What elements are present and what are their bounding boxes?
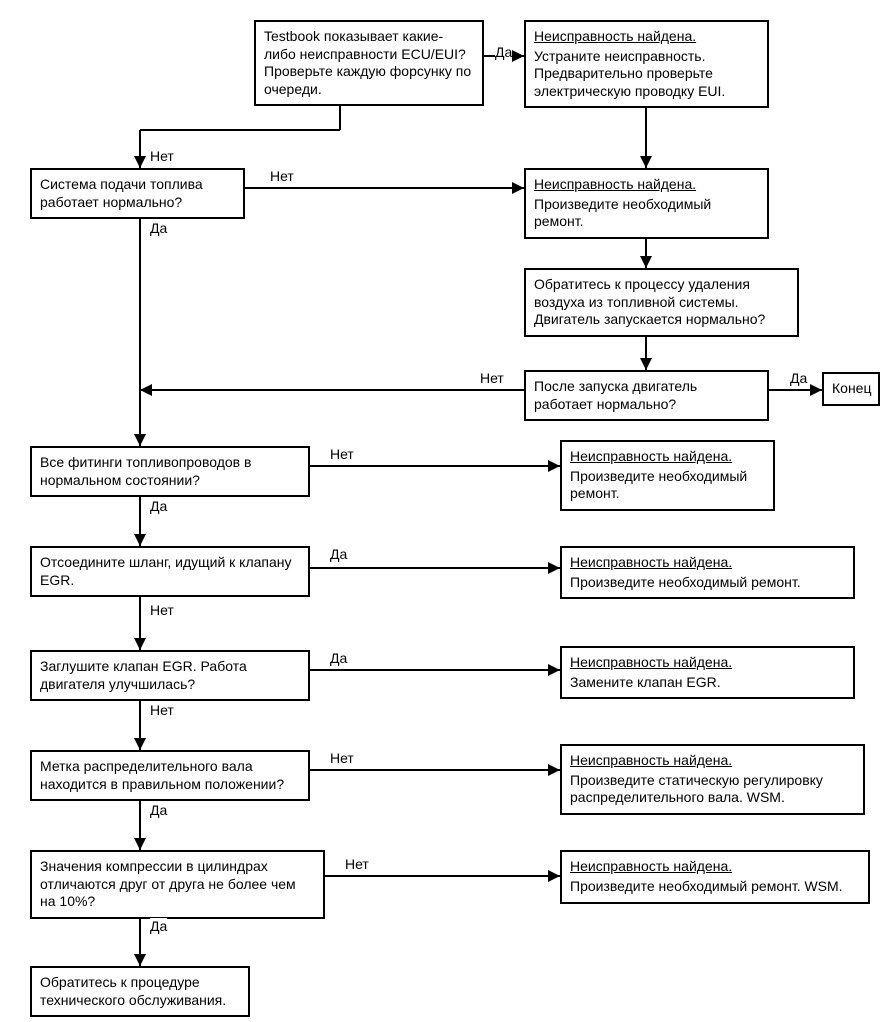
node-n17: Неисправность найдена. Произведите необхо… (560, 850, 870, 904)
edge-label: Да (330, 546, 347, 562)
edge-label: Нет (150, 602, 174, 618)
node-text: Устраните неисправность. Предварительно … (534, 48, 725, 99)
node-n6: После запуска двигатель работает нормаль… (524, 370, 769, 421)
edge-label: Да (150, 498, 167, 514)
edge-label: Да (790, 370, 807, 386)
edge-label: Да (330, 650, 347, 666)
node-n14: Метка распределительного вала находится … (30, 750, 310, 801)
node-text: Произведите необходимый ремонт. (570, 468, 747, 502)
node-text: Отсоедините шланг, идущий к клапану EGR. (40, 554, 292, 588)
node-text: Обратитесь к процедуре технического обсл… (40, 974, 226, 1008)
node-n16: Значения компрессии в цилиндрах отличают… (30, 850, 325, 919)
node-n12: Заглушите клапан EGR. Работа двигателя у… (30, 650, 310, 701)
node-text: Значения компрессии в цилиндрах отличают… (40, 858, 296, 909)
edge-label: Нет (330, 446, 354, 462)
edge-label: Нет (270, 168, 294, 184)
node-n18: Обратитесь к процедуре технического обсл… (30, 966, 250, 1017)
node-header: Неисправность найдена. (570, 554, 845, 572)
node-text: Замените клапан EGR. (570, 674, 721, 690)
node-n4: Неисправность найдена. Произведите необхо… (524, 168, 769, 239)
node-text: Система подачи топлива работает нормальн… (40, 176, 203, 210)
node-text: После запуска двигатель работает нормаль… (534, 378, 697, 412)
edge-label: Да (150, 802, 167, 818)
edge-label: Да (150, 220, 167, 236)
node-n5: Обратитесь к процессу удаления воздуха и… (524, 268, 799, 337)
edge-label: Да (495, 44, 512, 60)
node-n8: Все фитинги топливопроводов в нормальном… (30, 446, 310, 497)
node-n2: Неисправность найдена. Устраните неисправ… (524, 20, 769, 108)
node-text: Произведите необходимый ремонт. (534, 196, 711, 230)
node-text: Метка распределительного вала находится … (40, 758, 284, 792)
node-n10: Отсоедините шланг, идущий к клапану EGR. (30, 546, 310, 597)
node-n15: Неисправность найдена. Произведите статич… (560, 744, 865, 815)
node-text: Произведите необходимый ремонт. (570, 574, 801, 590)
edge-label: Нет (480, 370, 504, 386)
node-n13: Неисправность найдена. Замените клапан EG… (560, 646, 855, 699)
node-header: Неисправность найдена. (534, 176, 759, 194)
edge-label: Нет (150, 702, 174, 718)
node-n3: Система подачи топлива работает нормальн… (30, 168, 245, 219)
node-header: Неисправность найдена. (570, 752, 855, 770)
node-n11: Неисправность найдена. Произведите необхо… (560, 546, 855, 599)
edge-label: Да (150, 918, 167, 934)
node-text: Произведите статическую регулировку расп… (570, 772, 823, 806)
node-text: Обратитесь к процессу удаления воздуха и… (534, 276, 765, 327)
node-header: Неисправность найдена. (570, 448, 765, 466)
node-text: Конец (832, 380, 871, 396)
node-text: Произведите необходимый ремонт. WSM. (570, 878, 843, 894)
node-header: Неисправность найдена. (570, 654, 845, 672)
node-n7: Конец (822, 372, 880, 406)
node-text: Заглушите клапан EGR. Работа двигателя у… (40, 658, 247, 692)
flowchart-canvas: Testbook показывает какие-либо неисправн… (0, 0, 887, 1022)
node-text: Все фитинги топливопроводов в нормальном… (40, 454, 251, 488)
node-header: Неисправность найдена. (570, 858, 860, 876)
node-text: Testbook показывает какие-либо неисправн… (264, 28, 471, 97)
node-header: Неисправность найдена. (534, 28, 759, 46)
node-n1: Testbook показывает какие-либо неисправн… (254, 20, 484, 106)
edge-label: Нет (345, 856, 369, 872)
edge-label: Нет (330, 750, 354, 766)
edge-label: Нет (150, 148, 174, 164)
node-n9: Неисправность найдена. Произведите необхо… (560, 440, 775, 511)
